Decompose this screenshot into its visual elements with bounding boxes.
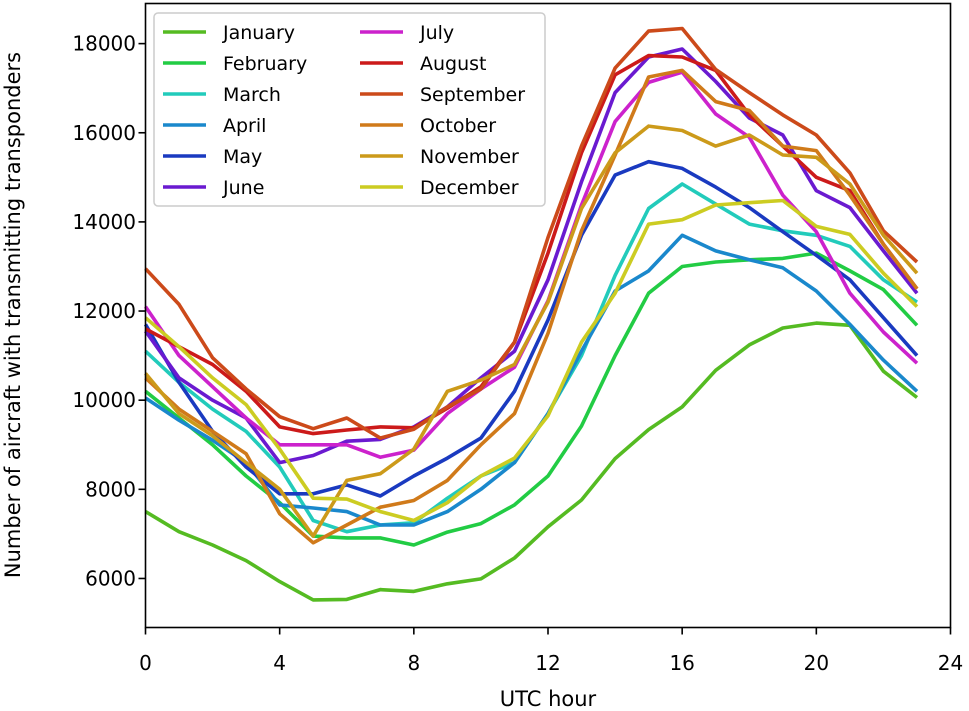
y-tick-label: 6000 <box>85 566 136 590</box>
legend-label-october: October <box>420 115 496 137</box>
series-line-september <box>144 26 919 440</box>
legend-label-march: March <box>223 84 281 106</box>
y-tick-label: 12000 <box>72 299 136 323</box>
x-tick-label: 4 <box>273 651 286 675</box>
series-line-october <box>144 68 919 545</box>
x-tick-label: 8 <box>407 651 420 675</box>
legend-label-september: September <box>420 84 525 106</box>
series-line-december <box>144 198 919 523</box>
legend-label-april: April <box>223 115 266 137</box>
legend-label-january: January <box>222 22 295 44</box>
legend-label-november: November <box>420 146 519 168</box>
legend-label-june: June <box>222 177 264 199</box>
y-tick-label: 8000 <box>85 477 136 501</box>
x-tick-label: 24 <box>938 651 963 675</box>
legend-label-july: July <box>419 22 454 44</box>
y-tick-label: 10000 <box>72 388 136 412</box>
y-tick-label: 18000 <box>72 32 136 56</box>
series-line-november <box>144 124 919 538</box>
x-axis-label: UTC hour <box>500 687 597 711</box>
series-line-august <box>144 53 919 436</box>
legend-label-december: December <box>420 177 519 199</box>
y-tick-label: 14000 <box>72 210 136 234</box>
x-tick-label: 0 <box>139 651 152 675</box>
series-lines <box>143 26 919 602</box>
y-tick-label: 16000 <box>72 121 136 145</box>
legend-label-august: August <box>420 53 487 75</box>
y-axis-label: Number of aircraft with transmitting tra… <box>1 52 25 578</box>
x-tick-label: 16 <box>669 651 694 675</box>
series-line-january <box>144 321 919 602</box>
x-tick-label: 20 <box>804 651 829 675</box>
legend-label-may: May <box>223 146 262 168</box>
legend-frame <box>153 12 546 207</box>
x-tick-label: 12 <box>535 651 560 675</box>
legend: January February March April May June July Augu… <box>153 12 546 207</box>
legend-label-february: February <box>223 53 307 75</box>
series-line-june <box>144 47 919 465</box>
y-axis: 6000 8000 10000 12000 14000 16000 18000 <box>72 32 146 590</box>
series-line-may <box>143 159 919 498</box>
x-axis: 0 4 8 12 16 20 24 <box>139 627 963 675</box>
